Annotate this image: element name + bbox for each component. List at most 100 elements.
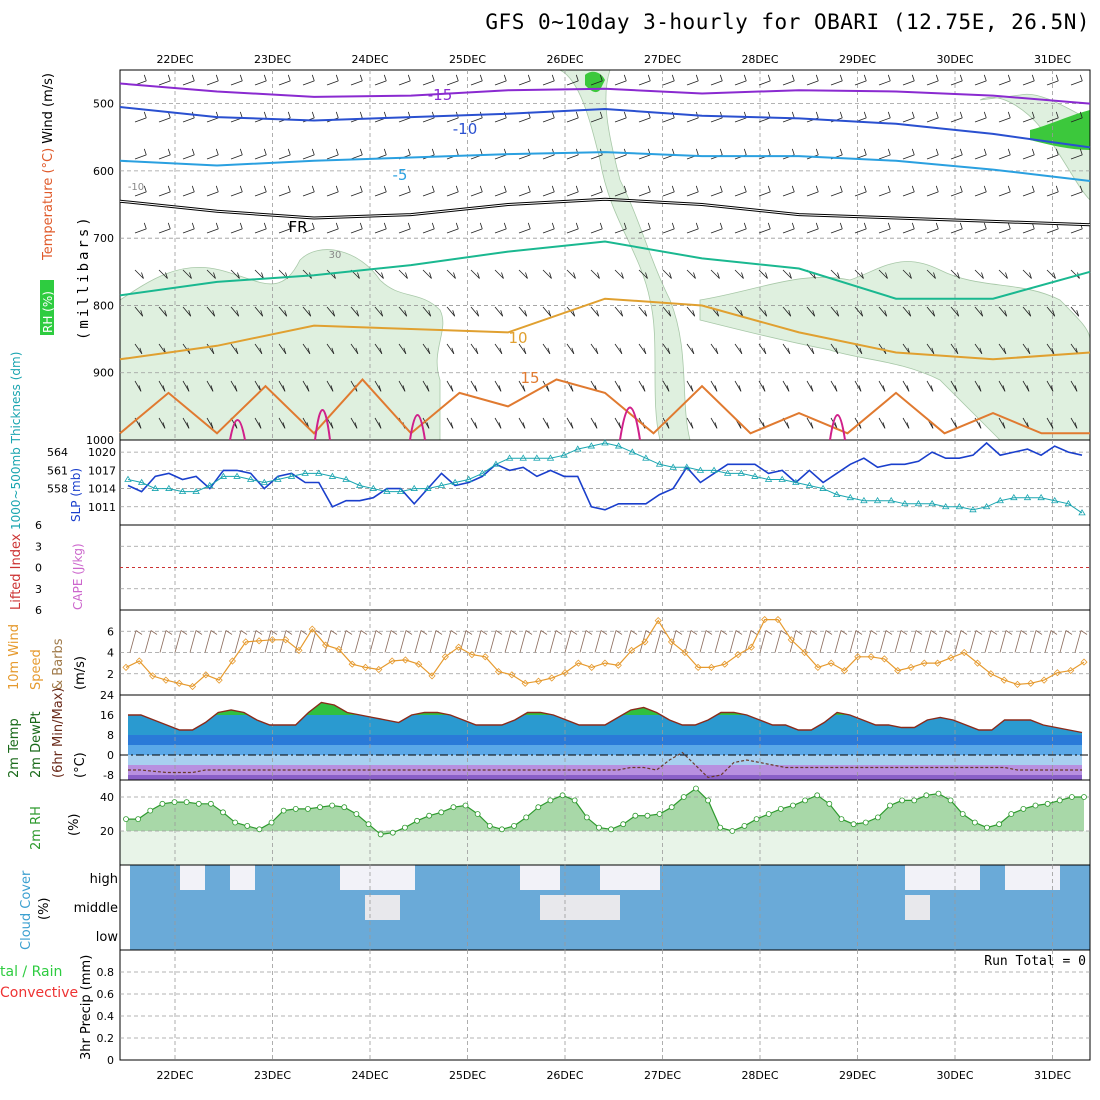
thickness-marker [614, 442, 623, 449]
cloud-clear-high [180, 865, 205, 890]
upper-air-ylabel: Temperature (°C) Wind (m/s) [41, 73, 56, 261]
rh2m-marker [1068, 794, 1075, 800]
wind-barb-flag [911, 111, 915, 119]
wind-barb-flag [383, 185, 387, 193]
thickness-marker [206, 481, 214, 488]
wind-barb-flag [383, 148, 387, 156]
panel-frame-precip [119, 949, 1091, 1061]
date-label-top: 24DEC [351, 53, 388, 66]
wind10m-barb-flag [795, 630, 803, 635]
wind-barb-flag [935, 74, 939, 82]
wind10m-barb-flag [210, 630, 218, 635]
date-label-top: 25DEC [449, 53, 486, 66]
wind10m-marker [588, 663, 596, 671]
rh2m-marker [365, 821, 372, 828]
rh2m-marker [680, 794, 687, 800]
wind-barb-flag [815, 185, 819, 193]
wind-barb-flag [234, 385, 238, 392]
wind-barb [878, 191, 891, 197]
wind-barb [710, 269, 720, 279]
wind-barb [374, 269, 384, 279]
rh2m-unit-label: (%) [67, 814, 82, 837]
wind-barb-flag [239, 111, 243, 119]
temp-band [128, 755, 1082, 765]
wind-barb [518, 228, 531, 234]
wind-barb-flag [599, 74, 603, 82]
wind-barb-flag [786, 385, 790, 392]
wind10m-barb-flag [945, 630, 953, 635]
thickness-marker [465, 475, 473, 482]
wind-barb [686, 80, 699, 86]
rh2m-marker [717, 824, 724, 831]
wind-barb [638, 80, 651, 86]
wind-barb [494, 117, 507, 123]
wind-barb [974, 154, 987, 160]
wind-barb [950, 380, 958, 392]
wind10m-marker [348, 660, 356, 668]
wind-barb [254, 380, 262, 392]
wind-barb [350, 417, 358, 429]
wind-barb [206, 117, 219, 123]
wind-barb-flag [955, 347, 959, 354]
wind-barb [1046, 269, 1056, 279]
wind10m-marker [747, 643, 755, 651]
precip-tick-label: 0.4 [97, 1010, 115, 1023]
rh2m-marker [620, 821, 627, 828]
thickness-tick-label: 558 [47, 483, 68, 496]
isotherm-5 [119, 240, 1091, 300]
wind-barb-flag [906, 385, 910, 392]
wind-barb [470, 343, 479, 355]
wind-barb [302, 80, 315, 86]
wind-barb-flag [1002, 385, 1006, 392]
wind-barb [350, 380, 358, 392]
wind-barb [974, 269, 984, 279]
wind-barb-flag [356, 310, 360, 317]
rh2m-marker [341, 804, 348, 811]
thickness-marker [260, 478, 268, 485]
wind-barb [494, 228, 507, 234]
wind10m-barb-flag [465, 630, 473, 635]
rh2m-marker [899, 797, 906, 804]
wind-barb [710, 343, 719, 355]
wind-barb-flag [311, 111, 315, 119]
wind10m-line [125, 619, 1085, 688]
wind10m-barb-flag [825, 630, 833, 635]
run-total-label: Run Total = 0 [984, 954, 1086, 969]
wind-barb-flag [450, 422, 454, 429]
precip-convective-label: Convective [0, 985, 78, 1001]
wind10m-marker [787, 636, 795, 644]
wind-barb-flag [935, 185, 939, 193]
precip-tick-label: 0.6 [97, 988, 115, 1001]
wind-barb [278, 154, 291, 160]
wind-barb [926, 269, 936, 279]
rh2m-marker [244, 823, 251, 829]
wind-barb-flag [455, 148, 459, 156]
wind10m-barb-flag [450, 630, 458, 635]
wind10m-barb [714, 630, 722, 653]
wind-barb-flag [667, 347, 671, 354]
wind-barb [542, 228, 555, 234]
date-label-bottom: 31DEC [1034, 1069, 1071, 1082]
rh2m-marker [414, 817, 420, 824]
thickness-marker [969, 506, 977, 513]
wind10m-barb-flag [165, 630, 173, 635]
date-label-top: 26DEC [546, 53, 583, 66]
wind-barb [422, 269, 432, 279]
wind-barb [182, 191, 195, 197]
wind-barb-flag [139, 347, 143, 354]
wind-barb-flag [719, 148, 723, 156]
wind-barb [998, 380, 1006, 392]
wind-barb-flag [979, 347, 983, 354]
wind10m-marker [202, 671, 210, 679]
wind-barb [950, 80, 963, 86]
wind-barb-flag [935, 148, 939, 156]
wind-barb [326, 343, 335, 355]
isotherm-label: -10 [128, 182, 144, 193]
rh2m-marker [814, 792, 821, 799]
wind-barb [614, 306, 624, 317]
wind10m-barb-flag [150, 630, 158, 635]
wind-barb [1046, 380, 1054, 392]
wind-barb [182, 343, 191, 355]
wind10m-barb [939, 630, 947, 653]
thickness-marker [683, 463, 691, 470]
